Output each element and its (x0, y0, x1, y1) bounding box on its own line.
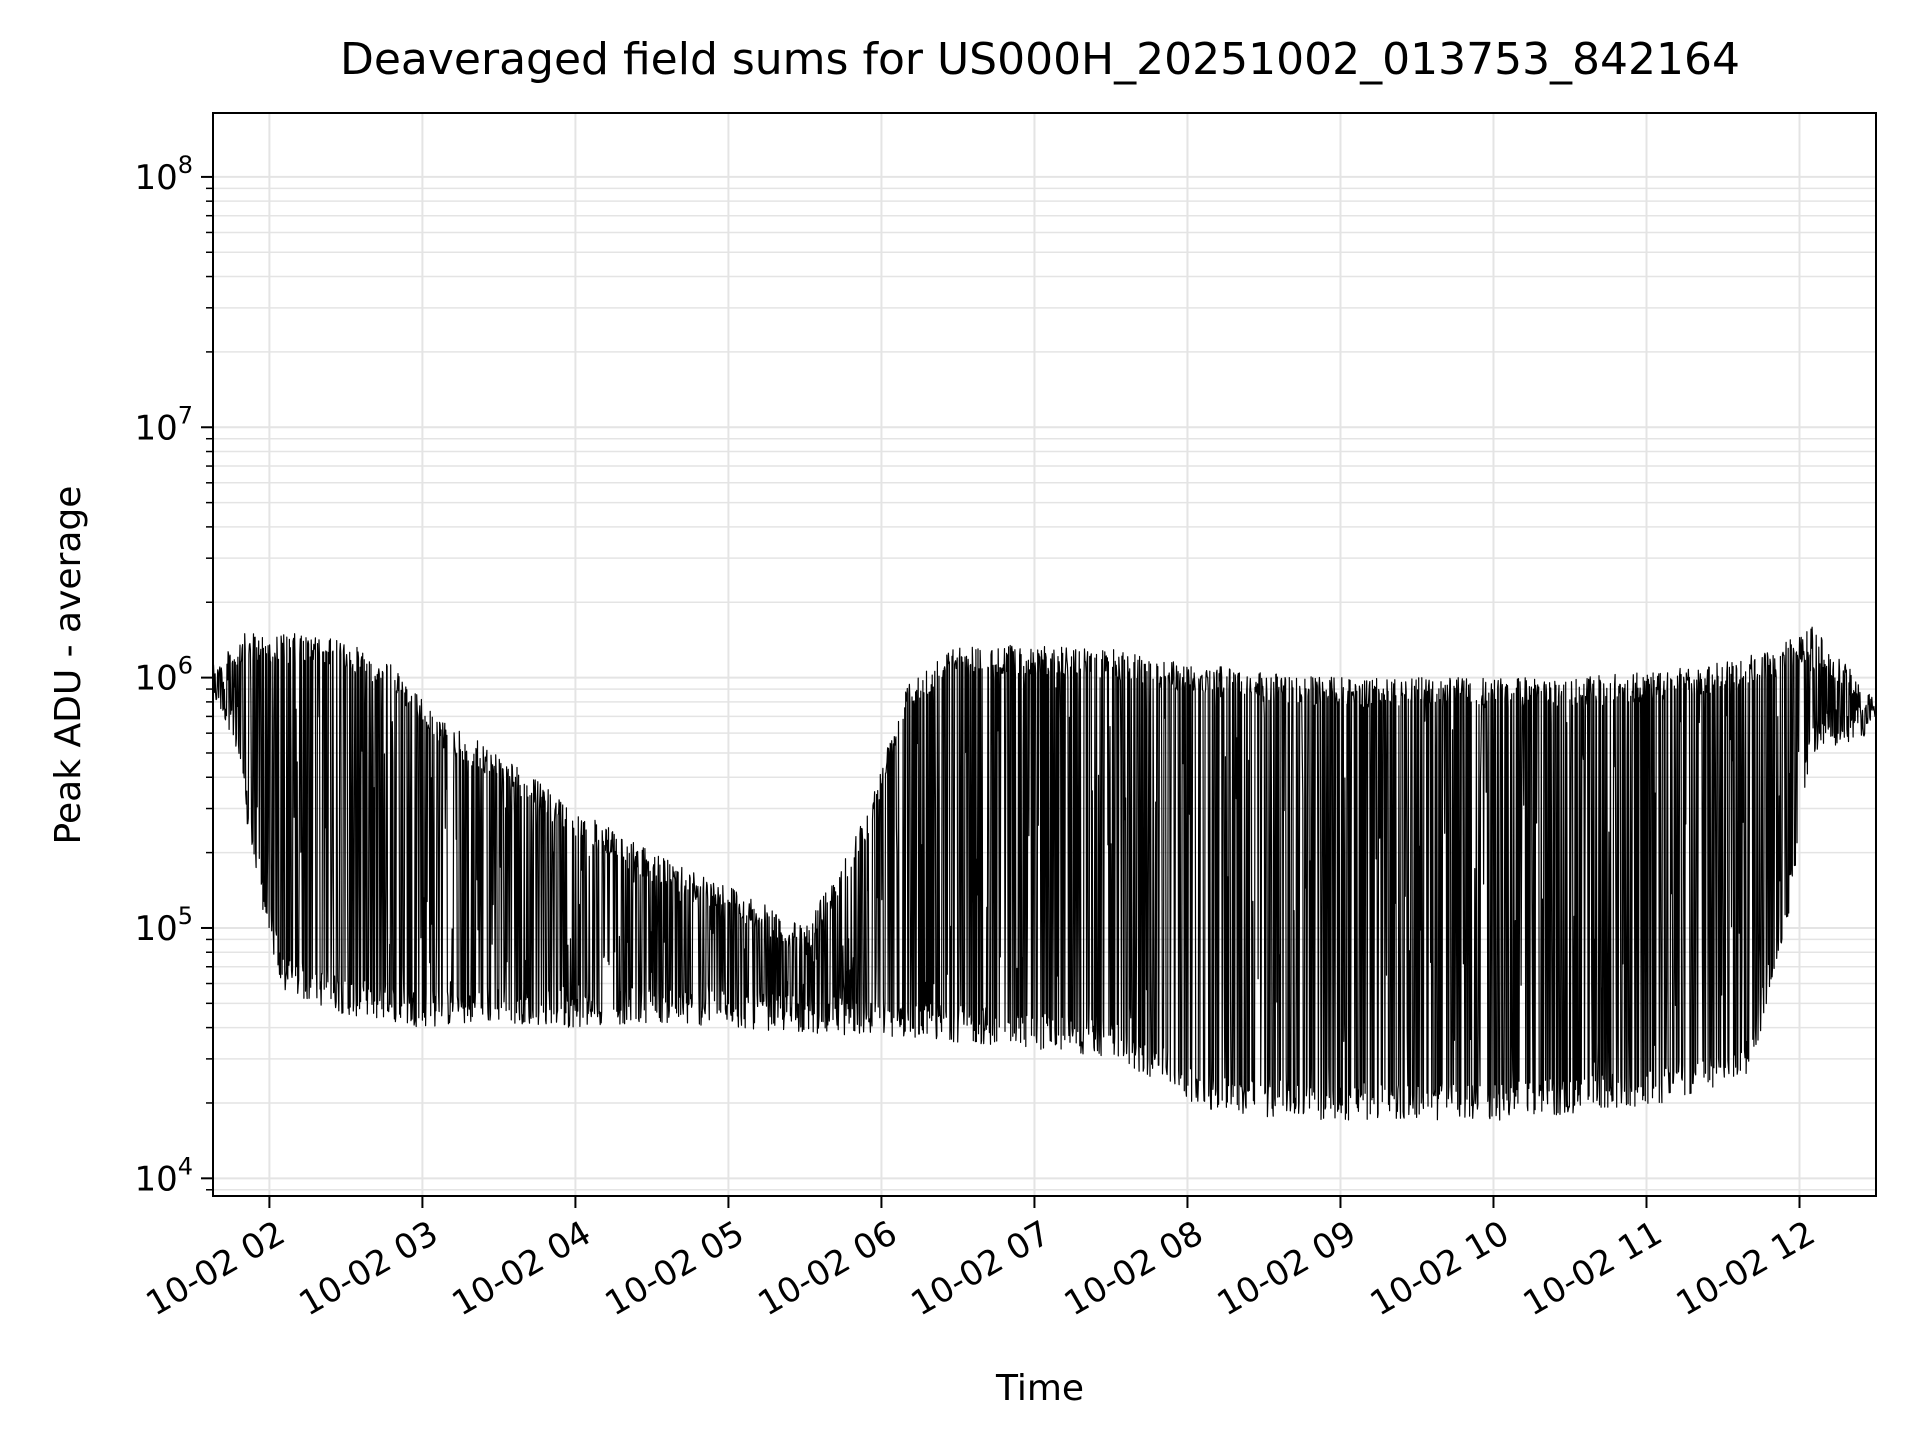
y-tick-label: 108 (134, 151, 193, 198)
y-tick-label: 104 (134, 1152, 193, 1199)
y-tick-label: 107 (134, 401, 193, 448)
y-tick-label: 106 (134, 652, 193, 699)
y-tick-label: 105 (134, 902, 193, 949)
series-line (212, 626, 1877, 1121)
chart-title: Deaveraged field sums for US000H_2025100… (340, 34, 1740, 85)
data-series (212, 626, 1877, 1121)
x-axis-label: Time (995, 1368, 1084, 1409)
y-axis-ticks: 104 105 106 107 108 (134, 151, 213, 1199)
y-axis-label: Peak ADU - average (48, 486, 89, 845)
plot-frame (212, 112, 1877, 1197)
